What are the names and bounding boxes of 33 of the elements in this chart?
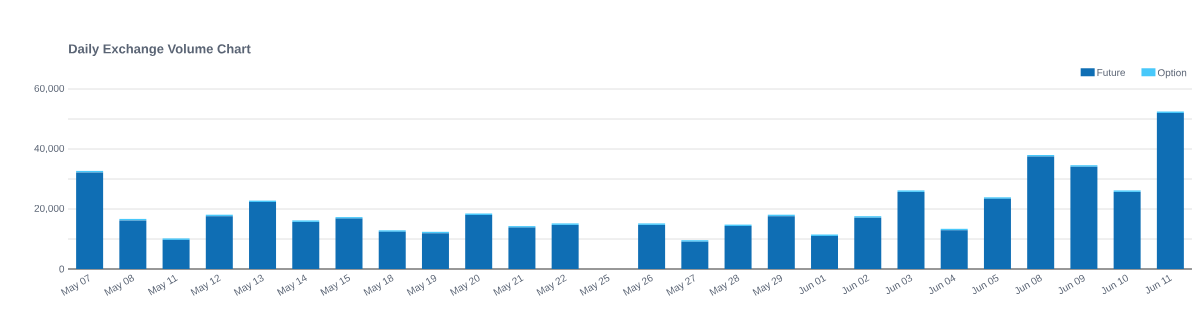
- chart-title: Daily Exchange Volume Chart: [69, 43, 251, 57]
- x-tick-label: May 14: [276, 274, 307, 296]
- x-tick-label: Jun 10: [1101, 274, 1129, 295]
- x-tick-label: Jun 04: [928, 274, 956, 295]
- x-tick-label: Jun 08: [1015, 274, 1042, 295]
- legend-label: Future: [1097, 69, 1126, 77]
- x-tick-label: May 27: [666, 274, 695, 296]
- x-tick-label: Jun 11: [1145, 274, 1173, 294]
- x-tick-label: May 28: [709, 274, 740, 296]
- y-tick-label: 40,000: [34, 144, 65, 154]
- x-tick-label: Jun 03: [885, 274, 913, 295]
- x-tick-label: May 26: [622, 274, 653, 296]
- x-tick-label: May 08: [104, 274, 134, 296]
- y-tick-label: 0: [59, 265, 65, 273]
- y-tick-label: 20,000: [34, 204, 65, 214]
- x-tick-label: May 22: [536, 274, 567, 296]
- x-tick-label: May 20: [449, 274, 480, 296]
- x-tick-label: Jun 01: [799, 274, 827, 295]
- x-tick-label: May 12: [190, 274, 222, 296]
- x-tick-label: May 13: [233, 274, 264, 296]
- legend-label: Option: [1157, 68, 1187, 79]
- x-tick-label: Jun 09: [1058, 274, 1085, 295]
- x-tick-label: May 21: [493, 274, 524, 296]
- x-tick-label: May 15: [320, 274, 351, 296]
- x-tick-label: May 29: [752, 274, 783, 296]
- x-tick-label: May 11: [147, 274, 178, 296]
- x-tick-label: Jun 02: [842, 274, 870, 295]
- x-tick-label: May 19: [406, 274, 437, 296]
- x-tick-label: May 18: [363, 274, 394, 296]
- y-tick-label: 60,000: [34, 84, 65, 94]
- x-tick-label: May 25: [579, 274, 610, 296]
- x-tick-label: Jun 05: [972, 274, 999, 295]
- x-tick-label: May 07: [60, 274, 90, 296]
